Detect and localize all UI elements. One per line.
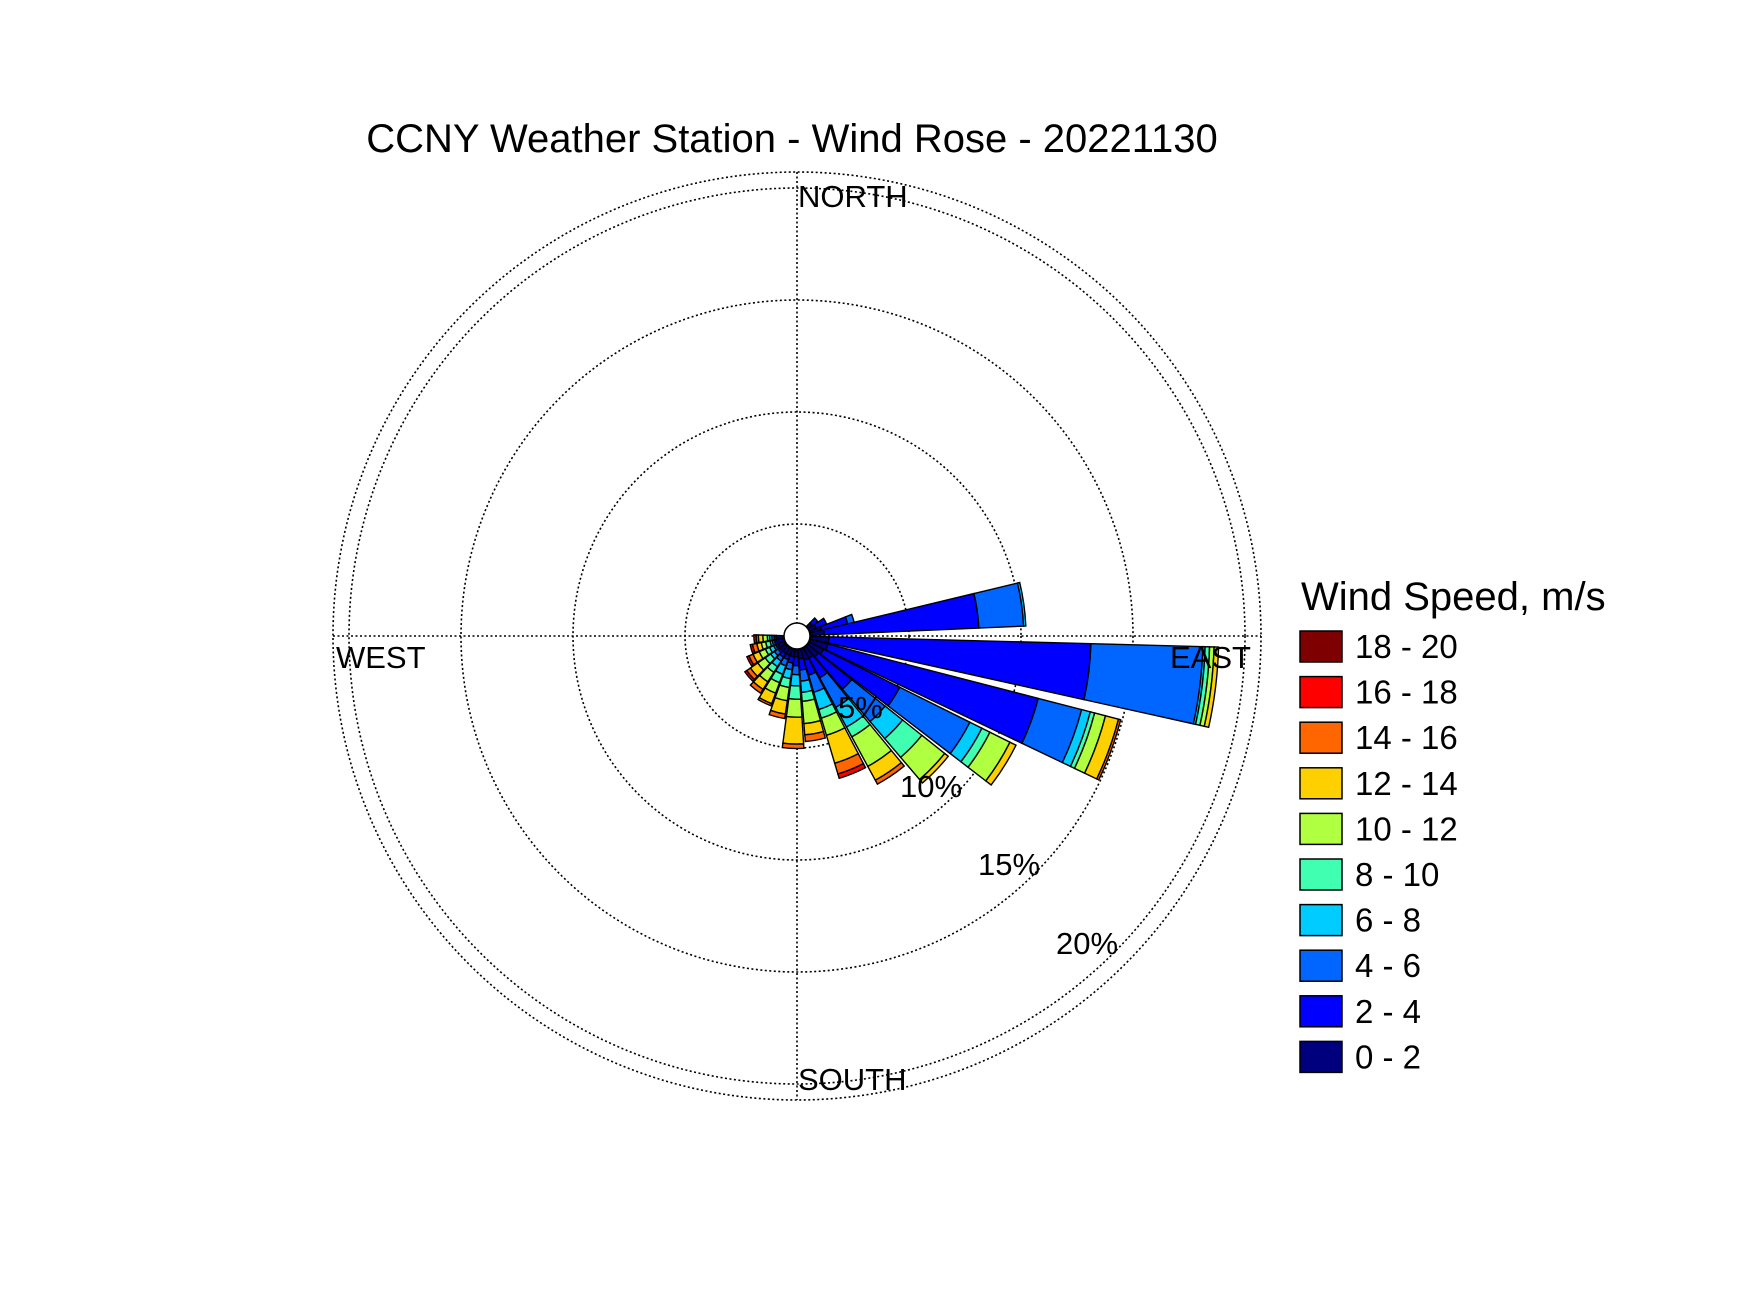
sector-134-bin-6 [918, 752, 950, 784]
sector-170-bin-7 [804, 730, 827, 743]
sector-82-bin-3 [1016, 581, 1027, 627]
legend-items: 18 - 20 16 - 18 14 - 16 12 - 14 10 - 12 8 - 1… [1299, 628, 1458, 1075]
radial-label-10: 10% [900, 769, 962, 804]
legend: Wind Speed, m/s 18 - 20 16 - 18 14 - 16 12 … [1299, 575, 1606, 1075]
legend-swatch [1299, 767, 1343, 800]
sector-182-bin-5 [785, 697, 803, 718]
sector-82-bin-1 [822, 592, 980, 636]
legend-label: 6 - 8 [1355, 902, 1421, 939]
sector-266-bin-8 [753, 634, 758, 644]
wind-sectors [743, 581, 1220, 786]
sector-110deg [808, 638, 1122, 781]
sector-82-bin-2 [973, 582, 1025, 629]
sector-242-bin-8 [745, 655, 755, 667]
legend-label: 14 - 16 [1355, 719, 1458, 756]
sector-122-bin-6 [984, 741, 1017, 786]
sector-230-bin-8 [743, 669, 756, 683]
sector-182-bin-6 [782, 715, 805, 745]
sector-194deg [768, 648, 796, 720]
legend-swatch [1299, 630, 1343, 663]
legend-label: 12 - 14 [1355, 765, 1458, 802]
legend-swatch [1299, 995, 1343, 1028]
direction-south: SOUTH [798, 1062, 907, 1097]
grid-ring-20 [348, 187, 1246, 1085]
sector-134deg [805, 643, 950, 784]
sector-158deg [800, 647, 867, 780]
legend-swatch [1299, 858, 1343, 891]
sector-110-bin-7 [1095, 718, 1122, 781]
sector-194-bin-7 [768, 709, 787, 720]
sector-206-bin-7 [757, 696, 773, 707]
sector-97deg [809, 635, 1220, 729]
sector-146deg [802, 645, 906, 786]
sector-206deg [757, 646, 794, 707]
legend-label: 16 - 18 [1355, 674, 1458, 711]
radial-label-20: 20% [1056, 926, 1118, 961]
direction-west: WEST [336, 640, 426, 675]
legend-label: 8 - 10 [1355, 856, 1439, 893]
legend-swatch [1299, 721, 1343, 754]
legend-label: 0 - 2 [1355, 1038, 1421, 1075]
legend-swatch [1299, 949, 1343, 982]
direction-north: NORTH [798, 179, 908, 214]
sector-254-bin-8 [749, 643, 756, 655]
sector-182-bin-7 [781, 742, 805, 750]
direction-east: EAST [1170, 640, 1251, 675]
sector-242deg [745, 640, 787, 667]
sector-182-bin-4 [787, 684, 802, 700]
legend-title: Wind Speed, m/s [1301, 575, 1606, 619]
sector-97-bin-6 [1203, 646, 1220, 729]
sector-230deg [743, 642, 789, 683]
sector-266-bin-0 [775, 634, 784, 641]
sector-218-bin-7 [749, 680, 764, 695]
sector-158-bin-8 [837, 762, 867, 780]
chart-title: CCNY Weather Station - Wind Rose - 20221… [366, 117, 1218, 161]
legend-swatch [1299, 1040, 1343, 1074]
sector-182deg [781, 649, 805, 750]
sector-122deg [807, 641, 1017, 786]
radial-label-5: 5% [838, 690, 883, 725]
sector-170deg [797, 648, 827, 743]
grid-ring-15 [460, 299, 1134, 973]
legend-label: 18 - 20 [1355, 628, 1458, 665]
radial-label-15: 15% [978, 847, 1040, 882]
sector-182-bin-3 [789, 673, 801, 687]
legend-swatch [1299, 812, 1343, 846]
legend-swatch [1299, 903, 1343, 937]
center-hole [783, 622, 811, 650]
legend-label: 2 - 4 [1355, 993, 1421, 1030]
legend-swatch [1299, 675, 1343, 709]
legend-label: 10 - 12 [1355, 810, 1458, 847]
sector-266deg [753, 634, 784, 644]
sector-146-bin-7 [874, 761, 906, 786]
legend-label: 4 - 6 [1355, 947, 1421, 984]
sector-82deg [809, 581, 1027, 637]
